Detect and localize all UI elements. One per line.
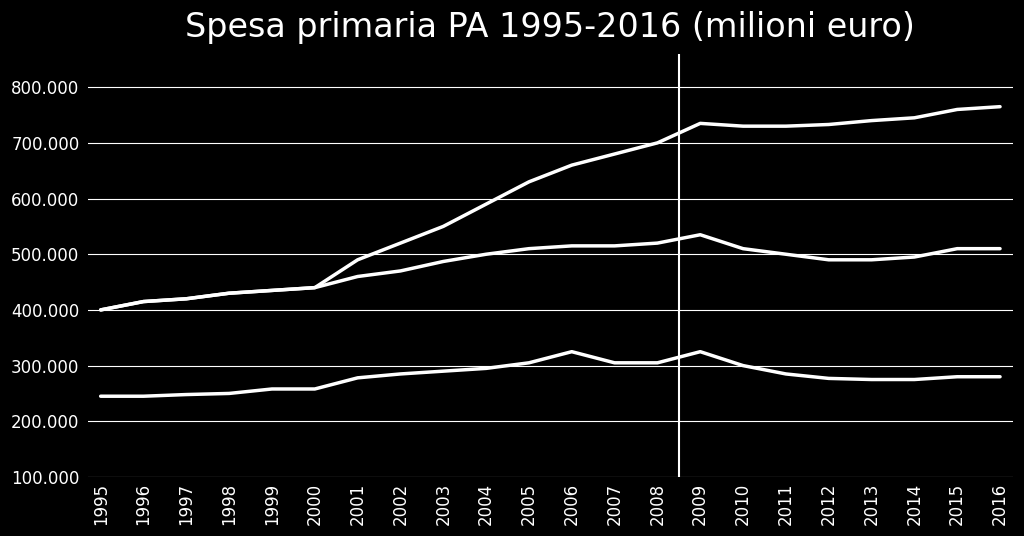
Title: Spesa primaria PA 1995-2016 (milioni euro): Spesa primaria PA 1995-2016 (milioni eur… bbox=[185, 11, 915, 44]
